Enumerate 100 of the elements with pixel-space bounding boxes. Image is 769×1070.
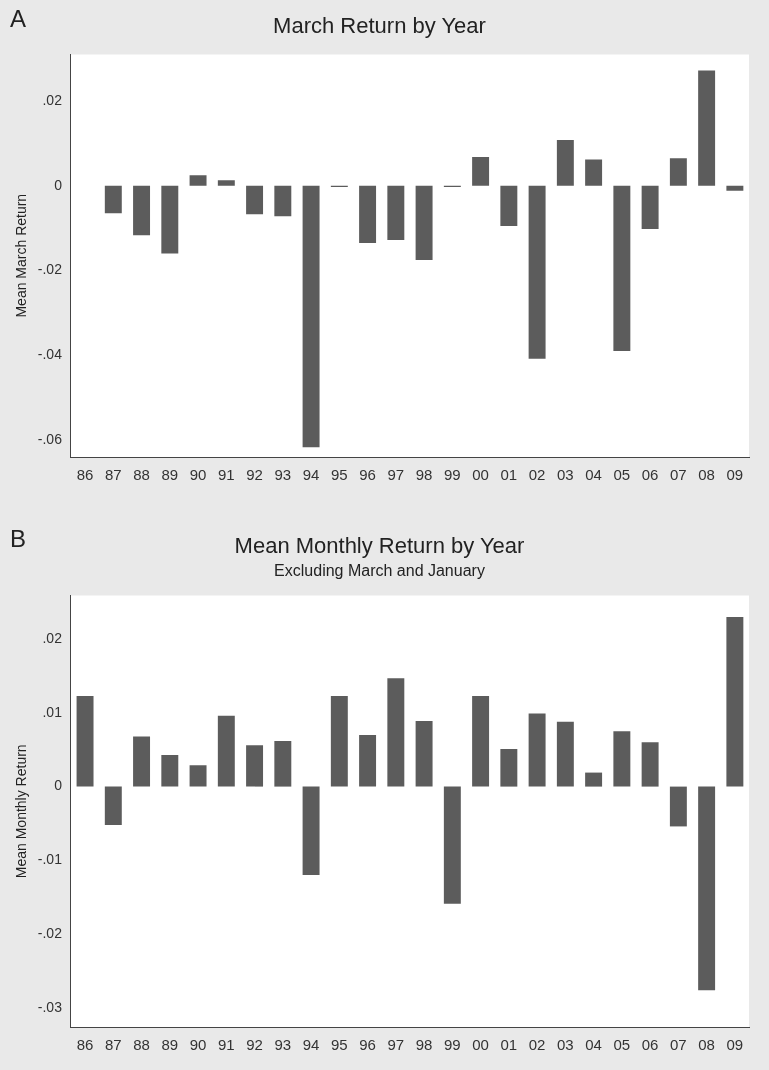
bar	[472, 156, 490, 186]
bar	[698, 786, 716, 991]
y-tick-label: .02	[42, 91, 63, 108]
x-tick-label: 98	[415, 1036, 433, 1054]
bar	[189, 765, 207, 787]
y-tick-label: .01	[42, 703, 63, 720]
x-tick-label: 08	[698, 466, 715, 484]
x-tick-label: 04	[585, 1036, 602, 1054]
x-tick-label: 00	[472, 1036, 489, 1054]
bar	[500, 185, 518, 227]
x-tick-label: 94	[302, 466, 320, 484]
y-tick-label: -.04	[37, 346, 63, 363]
chart-title: Mean Monthly Return by Year	[234, 533, 525, 559]
x-tick-label: 03	[557, 1036, 574, 1054]
x-tick-label: 03	[557, 466, 574, 484]
x-tick-label: 86	[76, 466, 94, 484]
x-tick-label: 95	[330, 466, 348, 484]
bar	[443, 786, 461, 904]
bar	[330, 695, 348, 787]
x-tick-label: 92	[246, 1036, 263, 1054]
x-tick-label: 02	[528, 466, 546, 484]
x-tick-label: 90	[189, 1036, 207, 1054]
x-tick-label: 90	[189, 466, 207, 484]
x-tick-label: 07	[670, 1036, 687, 1054]
x-tick-label: 01	[500, 1036, 518, 1054]
bar	[189, 175, 207, 186]
bar	[500, 748, 518, 787]
y-axis-title: Mean March Return	[13, 193, 30, 318]
bar	[641, 742, 659, 787]
x-tick-label: 05	[613, 466, 631, 484]
bar	[556, 721, 574, 787]
y-tick-label: -.02	[37, 924, 63, 941]
bar	[76, 695, 94, 787]
x-tick-label: 87	[104, 466, 122, 484]
x-tick-label: 91	[217, 1036, 235, 1054]
bar	[641, 185, 659, 229]
bar	[104, 185, 122, 214]
bar	[726, 616, 744, 787]
x-tick-label: 08	[698, 1036, 715, 1054]
bar	[698, 70, 716, 186]
x-tick-label: 09	[726, 1036, 744, 1054]
bar	[246, 185, 264, 215]
y-tick-label: -.02	[37, 261, 63, 278]
x-tick-label: 98	[415, 466, 433, 484]
x-tick-label: 02	[528, 1036, 546, 1054]
x-tick-label: 99	[444, 1036, 461, 1054]
x-tick-label: 89	[161, 466, 179, 484]
bar	[415, 720, 433, 787]
text: B	[10, 524, 27, 552]
bar	[302, 786, 320, 876]
y-tick-label: -.06	[37, 430, 63, 447]
bar	[161, 185, 179, 254]
x-tick-label: 07	[670, 466, 687, 484]
x-tick-label: 01	[500, 466, 518, 484]
text: A	[10, 4, 27, 32]
bar	[274, 740, 292, 787]
bar	[359, 185, 377, 243]
y-tick-label: -.03	[37, 998, 63, 1015]
x-tick-label: 88	[133, 1036, 150, 1054]
x-tick-label: 92	[246, 466, 263, 484]
x-tick-label: 04	[585, 466, 602, 484]
bar	[302, 185, 320, 448]
bar	[669, 786, 687, 827]
x-tick-label: 09	[726, 466, 744, 484]
bar	[359, 734, 377, 787]
x-tick-label: 87	[104, 1036, 122, 1054]
x-tick-label: 06	[641, 466, 659, 484]
x-tick-label: 96	[359, 1036, 376, 1054]
bar	[585, 159, 603, 186]
x-tick-label: 93	[274, 466, 292, 484]
y-tick-label: 0	[54, 777, 63, 794]
bar	[556, 140, 574, 186]
bar	[472, 695, 490, 787]
bar	[217, 715, 235, 787]
bar	[133, 185, 151, 236]
x-tick-label: 06	[641, 1036, 659, 1054]
x-tick-label: 94	[302, 1036, 320, 1054]
x-tick-label: 93	[274, 1036, 292, 1054]
y-tick-label: 0	[54, 176, 63, 193]
bar	[217, 180, 235, 186]
bar	[387, 185, 405, 241]
bar	[387, 678, 405, 787]
bar	[161, 754, 179, 787]
bar	[669, 158, 687, 186]
x-tick-label: 95	[330, 1036, 348, 1054]
bar	[613, 731, 631, 787]
x-tick-label: 00	[472, 466, 489, 484]
bar	[104, 786, 122, 825]
chart-subtitle: Excluding March and January	[274, 562, 485, 580]
y-axis-title: Mean Monthly Return	[13, 744, 30, 879]
bar	[415, 185, 433, 260]
bar	[528, 185, 546, 359]
x-tick-label: 97	[387, 1036, 405, 1054]
bar	[585, 772, 603, 787]
bar	[133, 736, 151, 787]
x-tick-label: 89	[161, 1036, 179, 1054]
chart-title: March Return by Year	[273, 13, 486, 39]
x-tick-label: 86	[76, 1036, 94, 1054]
y-tick-label: .02	[42, 629, 63, 646]
x-tick-label: 05	[613, 1036, 631, 1054]
